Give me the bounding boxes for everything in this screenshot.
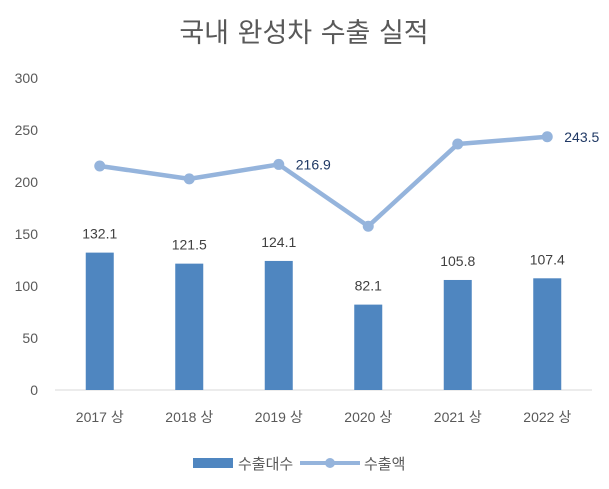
x-tick-label: 2022 상: [523, 409, 571, 425]
legend-label-bar: 수출대수: [238, 455, 293, 473]
x-tick-label: 2019 상: [255, 409, 303, 425]
x-tick-label: 2017 상: [76, 409, 124, 425]
chart-title: 국내 완성차 수출 실적: [179, 18, 428, 49]
bar-data-label: 105.8: [440, 253, 475, 269]
line-point: [362, 220, 374, 232]
bar-data-label: 121.5: [172, 237, 207, 253]
bar-data-label: 107.4: [530, 251, 565, 267]
line-data-label: 216.9: [296, 156, 331, 172]
bar: [354, 304, 383, 390]
bar: [175, 263, 204, 390]
x-tick-label: 2021 상: [434, 409, 482, 425]
legend-swatch-bar: [193, 458, 233, 468]
x-tick-label: 2020 상: [344, 409, 392, 425]
bar-data-label: 124.1: [261, 234, 296, 250]
legend-label-line: 수출액: [364, 455, 405, 473]
line-data-label: 243.5: [564, 129, 599, 145]
line-point: [183, 173, 195, 185]
y-tick-label: 250: [15, 122, 39, 138]
y-tick-label: 300: [15, 70, 39, 86]
line-point: [273, 158, 285, 170]
bar: [264, 260, 293, 390]
line-point: [541, 131, 553, 143]
bar-data-label: 132.1: [82, 226, 117, 242]
bar: [443, 279, 472, 390]
bar-data-label: 82.1: [355, 278, 382, 294]
bar: [533, 278, 562, 390]
bar: [85, 252, 114, 390]
y-tick-label: 50: [22, 330, 38, 346]
y-tick-label: 100: [15, 278, 39, 294]
line-point: [452, 138, 464, 150]
legend: 수출대수 수출액: [193, 455, 405, 473]
line-point: [94, 160, 106, 172]
x-tick-label: 2018 상: [165, 409, 213, 425]
line-series: [99, 134, 548, 229]
legend-marker-line: [325, 458, 335, 468]
y-tick-label: 150: [15, 226, 39, 242]
y-tick-label: 200: [15, 174, 39, 190]
y-tick-label: 0: [30, 382, 38, 398]
